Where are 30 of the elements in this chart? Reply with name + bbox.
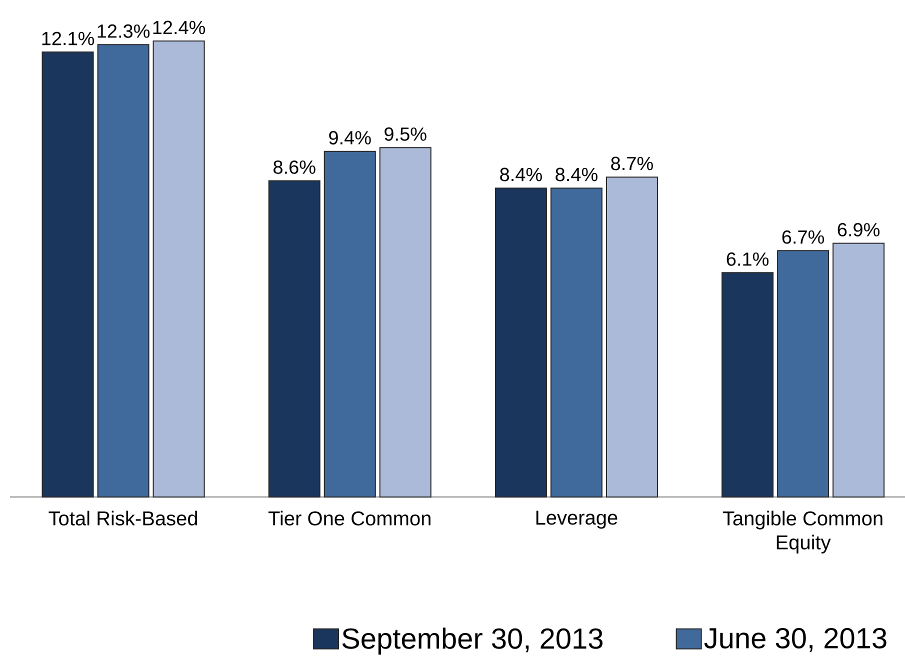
- data-label: 9.4%: [329, 131, 371, 144]
- data-label: 9.5%: [384, 127, 426, 141]
- data-label: 8.4%: [556, 168, 598, 182]
- data-label: 6.1%: [726, 252, 769, 266]
- data-label: 6.9%: [838, 222, 880, 236]
- bar: [379, 147, 432, 498]
- data-label: 12.1%: [42, 32, 94, 46]
- bar: [722, 272, 774, 498]
- x-tick-label: Tangible Common Equity: [722, 510, 882, 554]
- bar: [324, 150, 376, 498]
- bar: [606, 176, 658, 498]
- data-label: 12.3%: [98, 24, 150, 38]
- bar: [268, 180, 320, 498]
- data-label: 8.6%: [274, 160, 316, 174]
- x-tick-label: Leverage: [536, 510, 618, 529]
- data-label: 6.7%: [782, 230, 824, 244]
- data-label: 8.4%: [500, 168, 542, 182]
- bar: [777, 250, 830, 498]
- bar: [42, 52, 94, 498]
- bar: [494, 188, 547, 498]
- data-label: 8.7%: [611, 156, 653, 170]
- legend-label: September 30, 2013: [342, 628, 602, 655]
- bar: [152, 40, 205, 498]
- legend-label: June 30, 2013: [704, 628, 886, 652]
- x-tick-label: Tier One Common: [268, 510, 430, 526]
- bar: [832, 242, 885, 498]
- bar: [97, 44, 150, 498]
- data-label: 12.4%: [153, 20, 206, 34]
- x-tick-label: Total Risk-Based: [48, 510, 198, 526]
- bar: [550, 188, 602, 498]
